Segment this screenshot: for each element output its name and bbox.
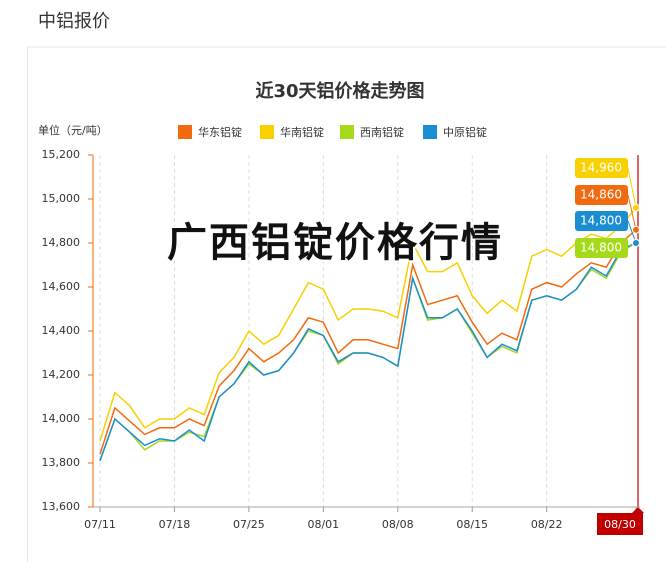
legend-label: 中原铝锭	[443, 125, 487, 139]
crosshair-label-box	[597, 513, 643, 535]
x-tick-label: 08/22	[531, 518, 563, 531]
series-line	[99, 207, 637, 442]
end-point	[632, 239, 640, 247]
y-axis-label: 单位（元/吨）	[38, 123, 108, 137]
y-tick-label: 14,200	[42, 368, 81, 381]
x-tick-label: 08/01	[307, 518, 339, 531]
overlay-text: 广西铝锭价格行情	[167, 220, 503, 266]
y-tick-label: 15,000	[42, 192, 81, 205]
legend-swatch	[178, 125, 192, 139]
y-tick-label: 13,600	[42, 500, 81, 513]
legend-swatch	[340, 125, 354, 139]
end-label-box	[575, 211, 628, 231]
label-connector	[627, 167, 637, 208]
y-tick-label: 15,200	[42, 148, 81, 161]
header-title: 中铝报价	[38, 11, 110, 32]
series-line	[99, 242, 637, 462]
y-tick-label: 14,000	[42, 412, 81, 425]
end-label-box	[575, 185, 628, 205]
end-label-box	[575, 238, 628, 258]
end-label-box	[575, 158, 628, 178]
end-label: 14,800	[580, 241, 622, 255]
y-tick-label: 14,800	[42, 236, 81, 249]
series-line	[99, 242, 637, 462]
x-tick-label: 07/18	[159, 518, 191, 531]
x-tick-label: 08/30	[604, 518, 636, 531]
legend-label: 华南铝锭	[280, 125, 324, 139]
crosshair-pointer	[632, 507, 644, 513]
legend-swatch	[423, 125, 437, 139]
end-point	[632, 225, 640, 234]
legend-label: 西南铝锭	[360, 125, 404, 139]
end-label: 14,960	[580, 161, 622, 175]
end-point	[632, 203, 640, 212]
x-tick-label: 08/08	[382, 518, 414, 531]
legend-label: 华东铝锭	[198, 125, 242, 139]
series-line	[99, 229, 637, 455]
label-connector	[627, 194, 637, 230]
end-label: 14,800	[580, 214, 622, 228]
x-tick-label: 08/15	[456, 518, 488, 531]
y-tick-label: 13,800	[42, 456, 81, 469]
legend-swatch	[260, 125, 274, 139]
x-tick-label: 07/25	[233, 518, 265, 531]
y-tick-label: 14,400	[42, 324, 81, 337]
x-tick-label: 07/11	[84, 518, 116, 531]
y-tick-label: 14,600	[42, 280, 81, 293]
end-label: 14,860	[580, 188, 622, 202]
chart-title: 近30天铝价格走势图	[255, 80, 424, 102]
